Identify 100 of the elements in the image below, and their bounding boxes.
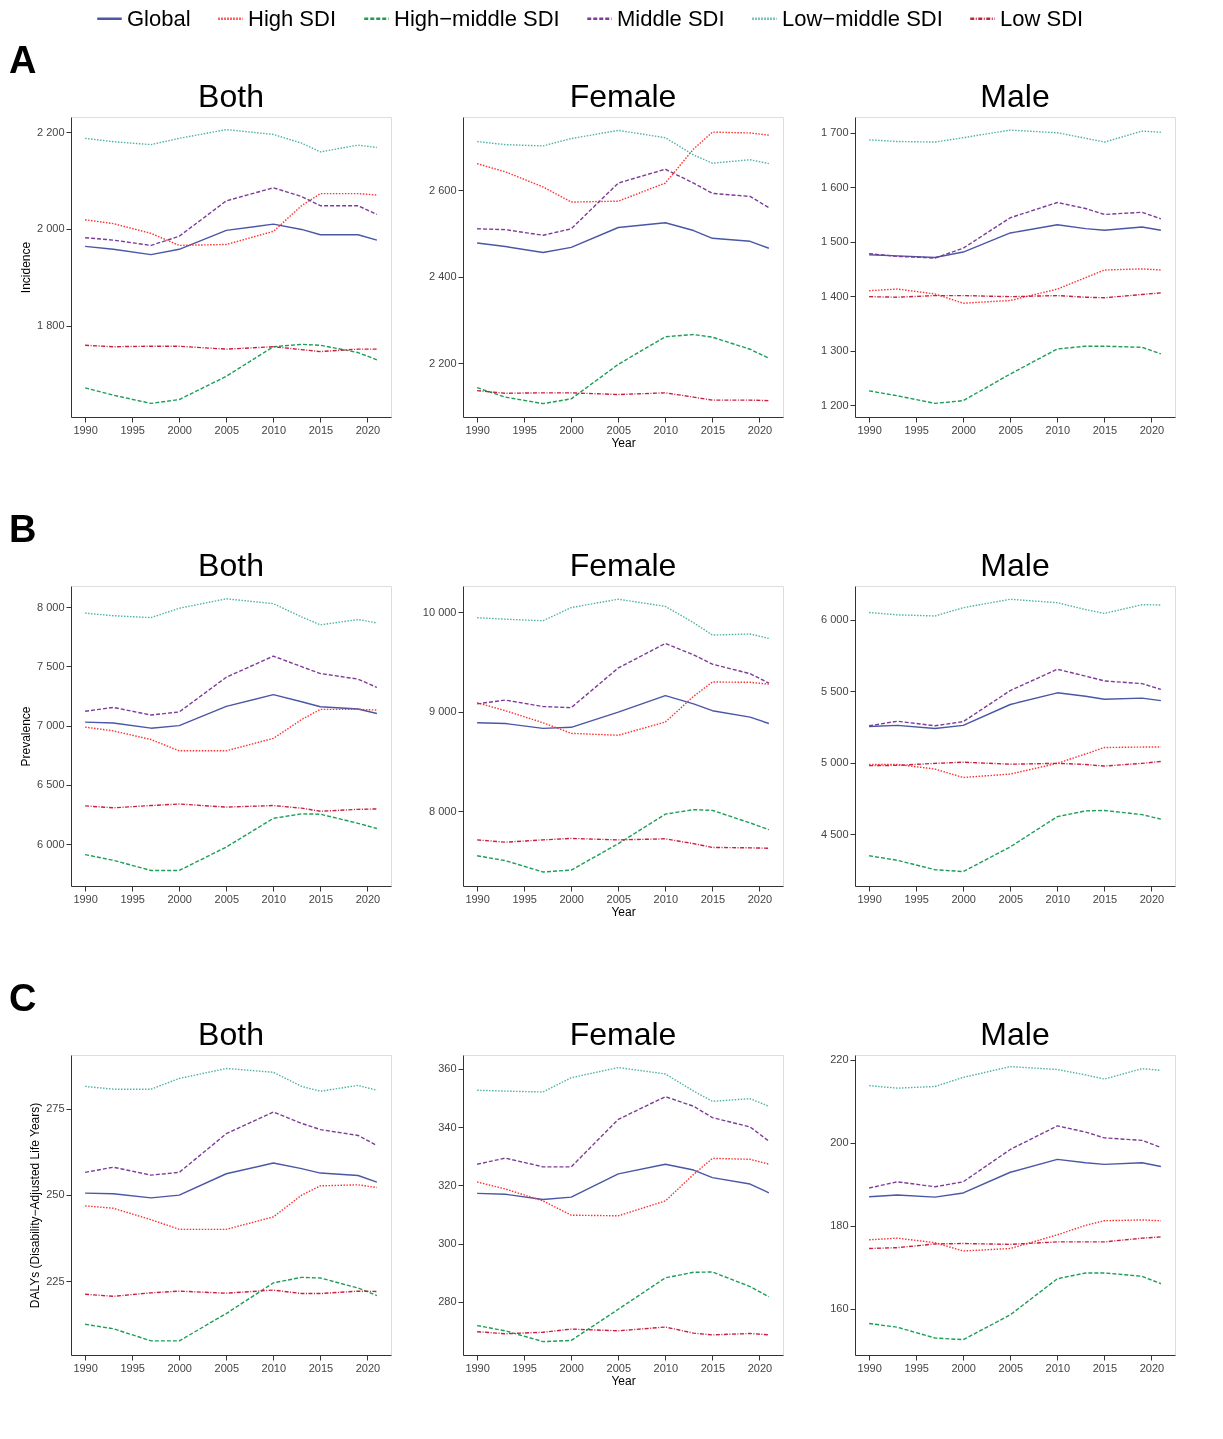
x-tick-label: 1990	[465, 892, 490, 905]
line-series	[84, 1289, 378, 1298]
line-series	[476, 168, 770, 236]
line-series	[476, 837, 770, 849]
y-tick-label: 6 500	[36, 778, 65, 791]
x-tick-label: 2005	[606, 423, 632, 436]
legend-label: High−middle SDI	[394, 5, 560, 31]
chart-title: Both	[198, 1016, 264, 1052]
line-series	[868, 1158, 1162, 1198]
line-series	[476, 129, 770, 165]
chart-title: Male	[980, 78, 1050, 114]
x-tick-label: 2010	[261, 423, 287, 436]
y-tick-label: 220	[830, 1053, 849, 1066]
x-tick-label: 1995	[512, 1361, 537, 1374]
x-tick-label: 2005	[214, 892, 240, 905]
y-tick-label: 10 000	[422, 605, 457, 618]
x-tick-label: 2020	[747, 423, 773, 436]
line-series	[476, 681, 770, 736]
line-series	[476, 131, 770, 203]
x-axis-title: Year	[611, 904, 636, 919]
text: B	[9, 508, 37, 550]
x-tick-label: 1990	[465, 1361, 490, 1374]
x-tick-label: 2000	[559, 892, 584, 905]
line-series	[84, 655, 378, 716]
x-tick-label: 2020	[355, 423, 381, 436]
x-tick-label: 2000	[559, 423, 584, 436]
x-tick-label: 1990	[73, 892, 98, 905]
x-tick-label: 2015	[700, 423, 726, 436]
line-series	[476, 694, 770, 730]
line-series	[476, 1157, 770, 1217]
x-tick-label: 2020	[747, 892, 773, 905]
line-series	[868, 224, 1162, 259]
x-tick-label: 2020	[355, 1361, 381, 1374]
y-tick-label: 2 200	[36, 125, 65, 138]
y-tick-label: 1 200	[820, 398, 849, 411]
x-tick-label: 1990	[857, 1361, 882, 1374]
line-series	[84, 128, 378, 153]
line-series	[868, 1272, 1162, 1341]
x-tick-label: 1995	[512, 423, 537, 436]
y-tick-label: 280	[438, 1295, 457, 1308]
line-series	[476, 642, 770, 709]
x-tick-label: 2020	[1139, 423, 1165, 436]
x-tick-label: 2000	[951, 892, 976, 905]
line-series	[84, 343, 378, 405]
line-series	[476, 1066, 770, 1107]
x-tick-label: 2015	[308, 423, 334, 436]
line-series	[868, 1065, 1162, 1089]
text: A	[9, 39, 37, 81]
line-series	[868, 809, 1162, 873]
line-series	[476, 1271, 770, 1343]
line-series	[84, 803, 378, 812]
x-tick-label: 2005	[998, 1361, 1024, 1374]
line-series	[84, 223, 378, 256]
chart-title: Female	[569, 78, 677, 114]
y-tick-label: 2 000	[36, 222, 65, 235]
line-series	[84, 813, 378, 872]
x-tick-label: 1995	[904, 423, 929, 436]
y-tick-label: 250	[46, 1188, 65, 1201]
line-series	[868, 692, 1162, 730]
chart-title: Male	[980, 547, 1050, 583]
line-series	[84, 708, 378, 752]
line-series	[476, 333, 770, 405]
y-tick-label: 9 000	[428, 705, 457, 718]
line-series	[868, 1236, 1162, 1250]
x-tick-label: 2010	[653, 1361, 679, 1374]
line-series	[868, 1125, 1162, 1189]
y-tick-label: 160	[830, 1302, 849, 1315]
x-tick-label: 1990	[73, 423, 98, 436]
x-tick-label: 1995	[904, 892, 929, 905]
line-series	[868, 345, 1162, 405]
line-series	[476, 808, 770, 873]
y-tick-label: 200	[830, 1136, 849, 1149]
x-tick-label: 2015	[308, 1361, 334, 1374]
y-tick-label: 1 700	[820, 126, 849, 139]
x-tick-label: 2015	[308, 892, 334, 905]
legend-label: Low SDI	[1000, 5, 1084, 31]
line-series	[84, 1184, 378, 1231]
y-axis-title: Prevalence	[18, 706, 33, 767]
y-tick-label: 6 000	[820, 613, 849, 626]
y-tick-label: 1 400	[820, 289, 849, 302]
x-tick-label: 2020	[747, 1361, 773, 1374]
y-tick-label: 7 500	[36, 659, 65, 672]
x-tick-label: 2015	[1092, 892, 1118, 905]
y-axis-title: DALYs (Disability−Adjusted Life Years)	[28, 1102, 43, 1309]
x-tick-label: 1990	[73, 1361, 98, 1374]
line-series	[84, 1276, 378, 1342]
y-tick-label: 2 200	[428, 356, 457, 369]
y-tick-label: 320	[438, 1178, 457, 1191]
x-tick-label: 2015	[1092, 423, 1118, 436]
y-tick-label: 1 600	[820, 180, 849, 193]
y-tick-label: 5 000	[820, 756, 849, 769]
line-series	[84, 1111, 378, 1176]
y-tick-label: 180	[830, 1219, 849, 1232]
line-series	[868, 201, 1162, 259]
x-axis-title: Year	[611, 1373, 636, 1388]
x-tick-label: 2005	[606, 1361, 632, 1374]
line-series	[84, 1162, 378, 1199]
x-axis-title: Year	[611, 435, 636, 450]
line-series	[476, 1095, 770, 1168]
x-tick-label: 2010	[1045, 1361, 1071, 1374]
